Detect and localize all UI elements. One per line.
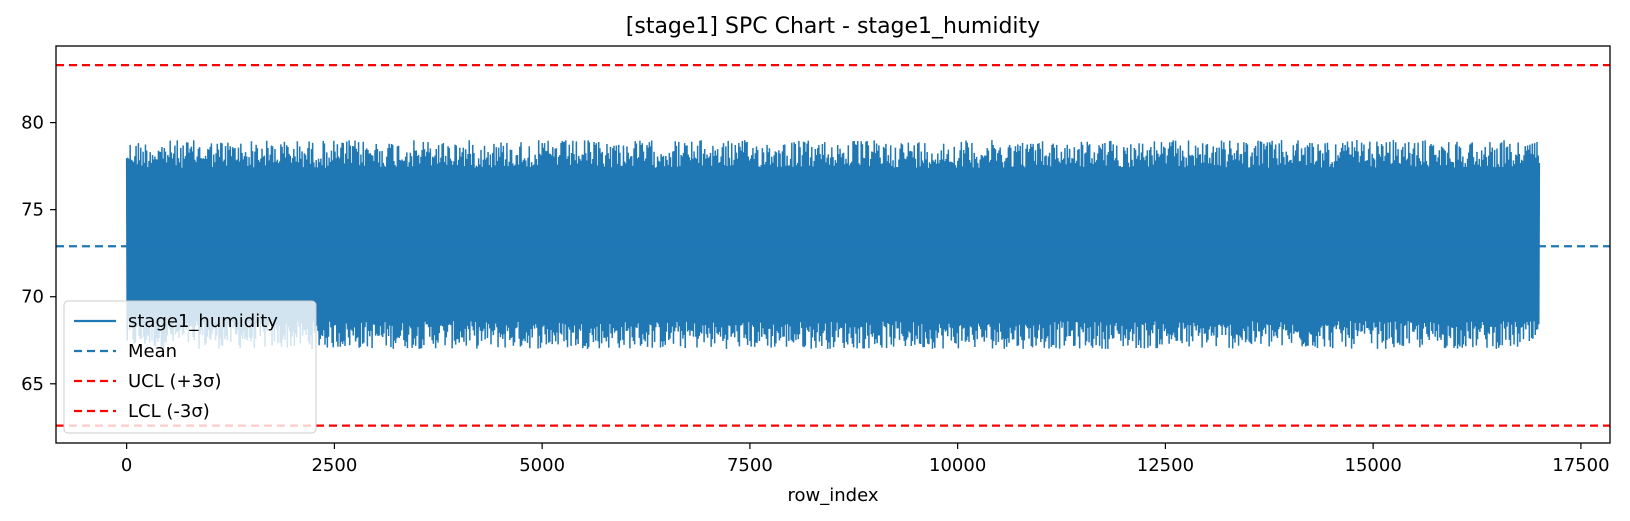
- x-tick-label: 15000: [1345, 455, 1402, 476]
- axes-frame: [55, 45, 1611, 444]
- legend: stage1_humidity Mean UCL (+3σ) LCL (-3σ): [63, 300, 317, 434]
- x-tick-label: 0: [121, 455, 132, 476]
- chart-title: [stage1] SPC Chart - stage1_humidity: [626, 14, 1040, 39]
- y-axis-ticks: 65 70 75 80: [21, 113, 56, 395]
- x-axis-label: row_index: [788, 485, 879, 506]
- plot-area: [56, 64, 1610, 427]
- y-tick-label: 80: [21, 113, 44, 134]
- x-tick-label: 5000: [519, 455, 565, 476]
- x-axis-ticks: 0 2500 5000 7500 10000 12500 15000 17500: [121, 443, 1610, 476]
- reference-lines: [56, 64, 1610, 427]
- y-tick-label: 65: [21, 374, 44, 395]
- legend-box: [63, 300, 317, 434]
- legend-label: LCL (-3σ): [128, 401, 210, 422]
- x-tick-label: 7500: [727, 455, 773, 476]
- legend-label: stage1_humidity: [128, 311, 278, 332]
- series-line-stage1-humidity: [125, 140, 1541, 349]
- x-tick-label: 17500: [1552, 455, 1609, 476]
- y-tick-label: 75: [21, 200, 44, 221]
- x-tick-label: 12500: [1137, 455, 1194, 476]
- legend-label: UCL (+3σ): [128, 371, 221, 392]
- legend-label: Mean: [128, 341, 177, 362]
- y-tick-label: 70: [21, 287, 44, 308]
- series-layer: [125, 140, 1541, 349]
- x-tick-label: 2500: [311, 455, 357, 476]
- x-tick-label: 10000: [929, 455, 986, 476]
